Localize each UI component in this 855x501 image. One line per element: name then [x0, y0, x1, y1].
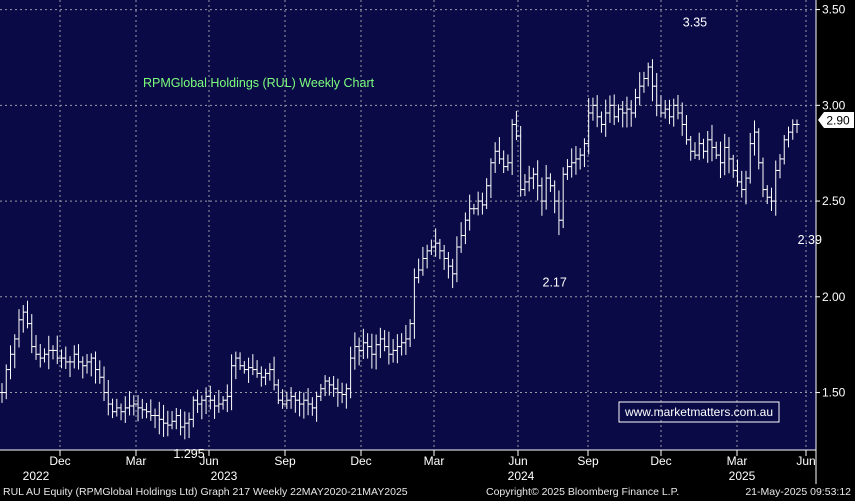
watermark-box: www.marketmatters.com.au [618, 401, 780, 423]
x-month-label: Mar [126, 454, 147, 468]
x-year-label: 2024 [508, 469, 535, 483]
ohlc-series [0, 59, 800, 440]
annotation-label: 1.295 [173, 447, 204, 461]
x-month-label: Jun [199, 454, 218, 468]
y-tick-label: 2.00 [822, 290, 846, 304]
x-month-label: Mar [424, 454, 445, 468]
x-month-label: Dec [350, 454, 371, 468]
x-month-label: Sep [577, 454, 599, 468]
x-month-label: Mar [727, 454, 748, 468]
x-month-label: Jun [508, 454, 527, 468]
x-year-label: 2025 [729, 469, 756, 483]
x-year-label: 2023 [211, 469, 238, 483]
footer-bar: RUL AU Equity (RPMGlobal Holdings Ltd) G… [0, 484, 855, 501]
y-tick-label: 3.00 [822, 98, 846, 112]
annotation-label: 2.39 [798, 233, 822, 247]
x-tick-labels: Dec Mar Jun Sep Dec Mar Jun Sep Dec Mar Jun 2022 202… [0, 449, 816, 483]
footer-timestamp: 21-May-2025 09:53:12 [745, 486, 851, 498]
x-month-label: Dec [49, 454, 70, 468]
y-axis-background [816, 0, 855, 484]
plot-background [0, 0, 816, 450]
footer-left: RUL AU Equity (RPMGlobal Holdings Ltd) G… [3, 486, 408, 498]
y-tick-label: 1.50 [822, 386, 846, 400]
last-price-badge: 2.90 [818, 112, 854, 128]
y-tick-labels: 1.50 2.00 2.50 3.00 3.50 [815, 0, 846, 484]
footer-copyright: Copyright© 2025 Bloomberg Finance L.P. [486, 486, 680, 498]
x-month-label: Dec [650, 454, 671, 468]
chart-title: RPMGlobal Holdings (RUL) Weekly Chart [143, 76, 375, 90]
annotations: 3.35 2.17 1.295 2.39 [173, 15, 822, 461]
annotation-label: 3.35 [683, 15, 707, 29]
price-chart: 1.50 2.00 2.50 3.00 3.50 Dec Mar Jun Sep Dec Mar J… [0, 0, 855, 484]
last-price-text: 2.90 [826, 114, 850, 128]
y-tick-label: 3.50 [822, 3, 846, 17]
annotation-label: 2.17 [543, 275, 567, 289]
watermark-text: www.marketmatters.com.au [624, 405, 773, 419]
ohlc-bar [794, 119, 800, 134]
x-axis-background [0, 450, 816, 484]
x-month-label: Sep [274, 454, 296, 468]
y-tick-label: 2.50 [822, 194, 846, 208]
grid-lines [0, 0, 816, 450]
x-year-label: 2022 [23, 469, 50, 483]
x-month-label: Jun [796, 454, 815, 468]
